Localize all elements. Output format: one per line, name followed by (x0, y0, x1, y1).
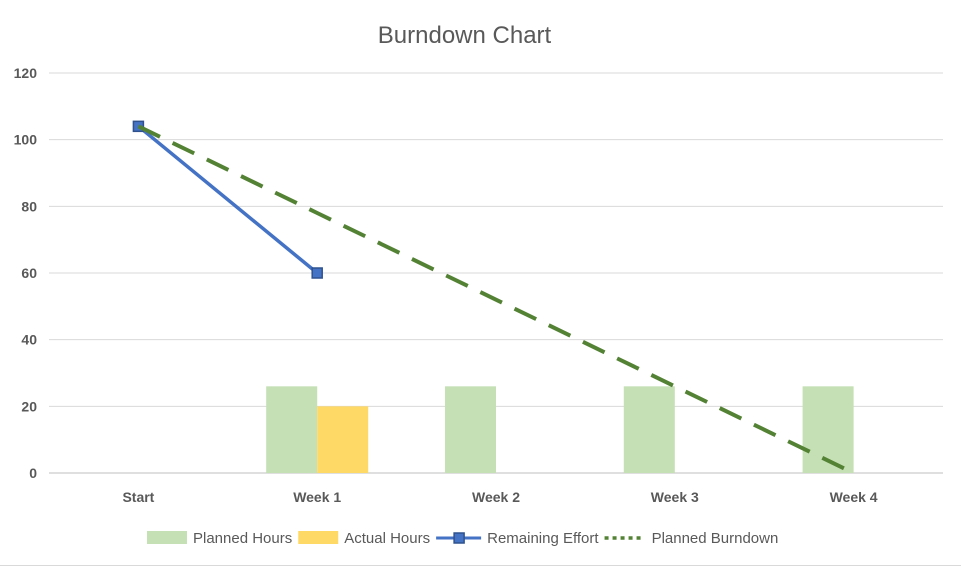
y-tick-label: 0 (29, 465, 37, 481)
legend-label-planned-burndown: Planned Burndown (652, 530, 779, 547)
legend-swatch-planned-hours (147, 531, 187, 544)
y-tick-label: 40 (21, 332, 37, 348)
line-planned-burndown (137, 124, 855, 475)
legend-label-remaining-effort: Remaining Effort (487, 530, 599, 547)
chart-bottom-border (0, 565, 961, 566)
line-remaining-effort (137, 124, 319, 275)
x-tick-label: Start (122, 489, 154, 505)
x-tick-label: Week 4 (830, 489, 878, 505)
bar-planned-hours (623, 386, 675, 473)
x-tick-label: Week 2 (472, 489, 520, 505)
x-tick-label: Week 3 (651, 489, 699, 505)
y-tick-label: 20 (21, 398, 37, 414)
legend-label-actual-hours: Actual Hours (344, 530, 430, 547)
bar-planned-hours (445, 386, 496, 473)
bar-actual-hours (317, 406, 369, 473)
legend-label-planned-hours: Planned Hours (193, 530, 292, 547)
legend-swatch-actual-hours (298, 531, 339, 544)
y-tick-label: 80 (21, 198, 37, 214)
marker-remaining-effort (311, 267, 323, 279)
legend-marker-remaining-effort (453, 532, 465, 544)
y-tick-label: 100 (14, 132, 38, 148)
chart-title: Burndown Chart (377, 22, 552, 49)
x-tick-label: Week 1 (293, 489, 341, 505)
bar-planned-hours (266, 386, 318, 473)
y-tick-label: 120 (14, 65, 38, 81)
y-tick-label: 60 (21, 265, 37, 281)
